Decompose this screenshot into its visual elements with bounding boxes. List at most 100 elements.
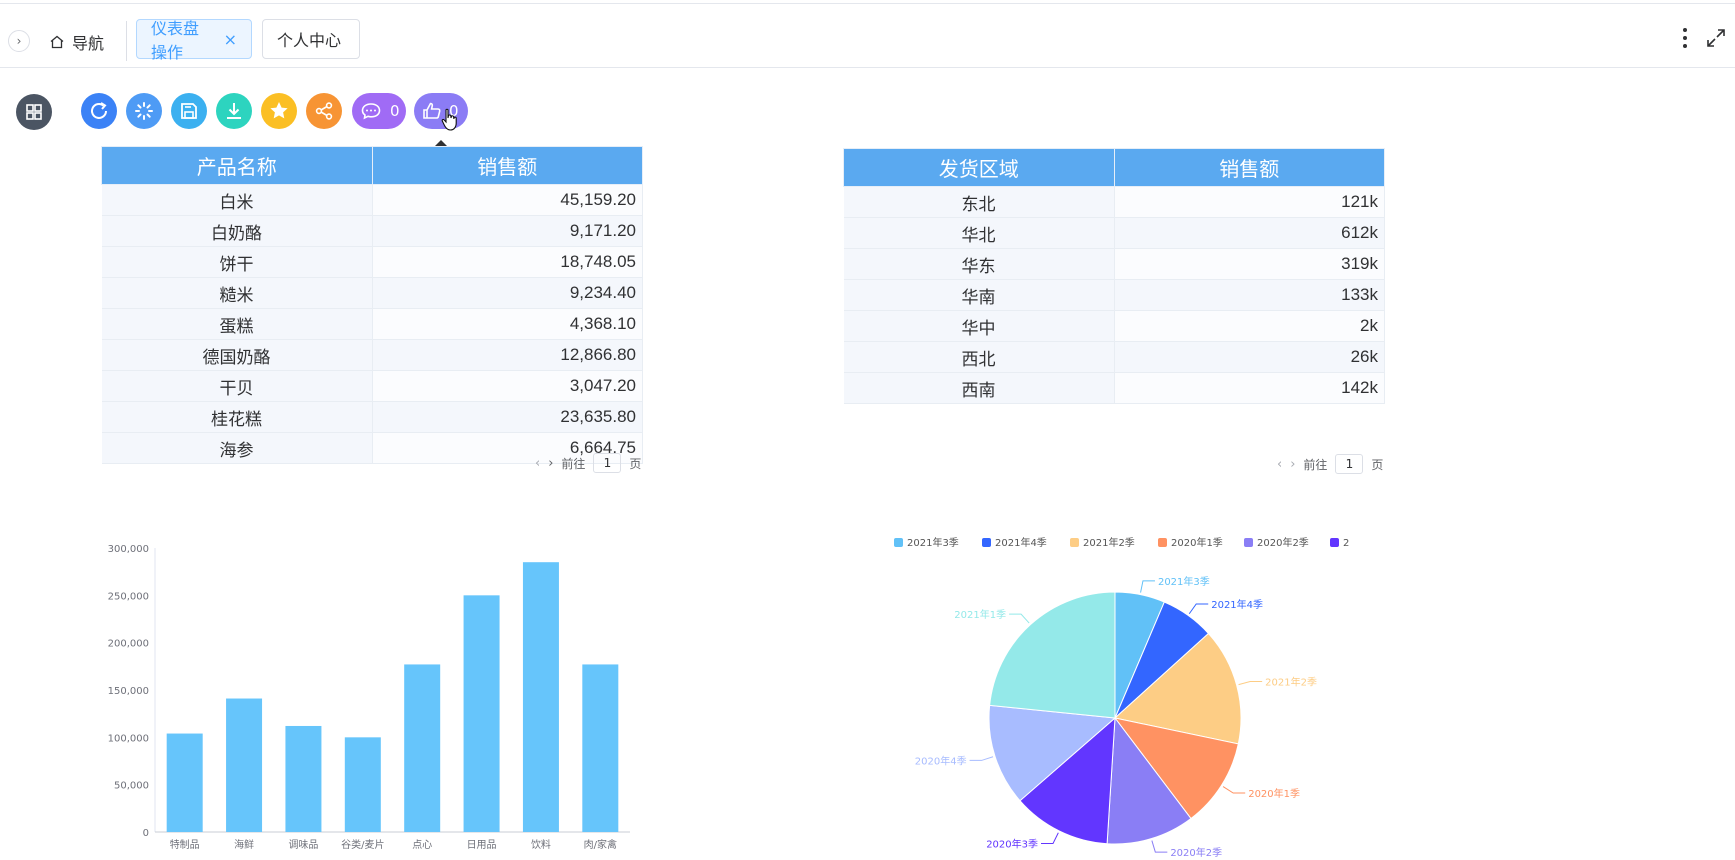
table-cell-value: 26k (1114, 341, 1385, 373)
loading-icon (126, 93, 162, 129)
table-header-region[interactable]: 发货区域 (843, 148, 1115, 187)
page-suffix: 页 (629, 456, 642, 471)
pie-slice (1113, 717, 1239, 820)
pie-label-line (969, 756, 994, 761)
tab-divider (126, 21, 127, 61)
bar (582, 664, 619, 832)
quarter-sales-pie-chart: 2021年3季2021年4季2021年2季2020年1季2020年2季201/2… (894, 536, 1350, 859)
close-icon[interactable]: × (223, 29, 237, 49)
download-button[interactable] (216, 93, 252, 129)
comment-icon (361, 103, 381, 120)
x-tick-label: 特制品 (170, 838, 200, 851)
region-table-pager: ‹ › 前往 1 页 (1277, 454, 1383, 474)
table-cell-value: 18,748.05 (372, 246, 643, 278)
tab-personal-center[interactable]: 个人中心 (262, 19, 360, 59)
table-row[interactable]: 海参 6,664.75 (101, 432, 643, 464)
fullscreen-icon[interactable] (1706, 28, 1726, 48)
like-count: 0 (449, 102, 459, 120)
top-border (0, 3, 1735, 4)
table-row[interactable]: 华中 2k (843, 310, 1385, 342)
x-tick-label: 谷类/麦片 (341, 838, 384, 851)
legend-swatch (894, 538, 903, 547)
legend-entry: 2021年3季 (907, 536, 959, 549)
goto-label: 前往 (561, 456, 586, 471)
comment-button[interactable]: 0 (352, 93, 406, 129)
x-tick-label: 饮料 (531, 838, 551, 851)
table-cell-name: 蛋糕 (101, 308, 373, 340)
pie-label-line (1140, 580, 1155, 593)
table-cell-value: 121k (1114, 186, 1385, 218)
table-cell-name: 白奶酪 (101, 215, 373, 247)
table-row[interactable]: 糙米 9,234.40 (101, 277, 643, 309)
tab-personal-center-label: 个人中心 (277, 31, 342, 50)
save-button[interactable] (171, 93, 207, 129)
table-row[interactable]: 东北 121k (843, 186, 1385, 218)
page-number-input[interactable]: 1 (593, 453, 622, 473)
product-sales-table: 产品名称 销售额 白米 45,159.20 白奶酪 9,171.20 饼干 18,748.… (101, 146, 643, 464)
tab-dashboard-ops[interactable]: 仪表盘操作 × (136, 19, 252, 62)
table-row[interactable]: 西南 142k (843, 372, 1385, 404)
x-tick-label: 点心 (412, 839, 432, 851)
prev-page-icon[interactable]: ‹ (1277, 456, 1283, 472)
product-table-pager: ‹ › 前往 1 页 (535, 453, 641, 473)
table-row[interactable]: 白米 45,159.20 (101, 184, 643, 216)
table-cell-name: 华中 (843, 310, 1115, 342)
table-row[interactable]: 华北 612k (843, 217, 1385, 249)
page-suffix: 页 (1371, 457, 1384, 472)
pie-label-line (1009, 613, 1030, 624)
table-cell-name: 糙米 (101, 277, 373, 309)
pie-label: 2020年3季 (986, 838, 1038, 851)
table-cell-value: 6,664.75 (372, 432, 643, 464)
table-row[interactable]: 蛋糕 4,368.10 (101, 308, 643, 340)
loading-button[interactable] (126, 93, 162, 129)
table-cell-name: 桂花糕 (101, 401, 373, 433)
table-cell-name: 华北 (843, 217, 1115, 249)
refresh-button[interactable] (81, 93, 117, 129)
table-cell-name: 白米 (101, 184, 373, 216)
y-tick-label: 250,000 (108, 591, 149, 602)
table-cell-name: 华南 (843, 279, 1115, 311)
table-row[interactable]: 干贝 3,047.20 (101, 370, 643, 402)
next-page-icon[interactable]: › (1290, 456, 1296, 472)
y-tick-label: 150,000 (108, 686, 149, 697)
y-tick-label: 200,000 (108, 639, 149, 650)
bar (404, 664, 441, 832)
like-button[interactable]: 0 (414, 93, 468, 129)
table-row[interactable]: 华南 133k (843, 279, 1385, 311)
table-cell-value: 9,171.20 (372, 215, 643, 247)
legend-swatch (1330, 538, 1339, 547)
legend-entry: 2021年2季 (1083, 536, 1135, 549)
favorite-button[interactable] (261, 93, 297, 129)
table-cell-value: 612k (1114, 217, 1385, 249)
table-cell-value: 45,159.20 (372, 184, 643, 216)
prev-page-icon[interactable]: ‹ (535, 455, 541, 471)
share-icon (306, 93, 342, 129)
table-header-product[interactable]: 产品名称 (101, 146, 373, 185)
tab-dashboard-ops-label: 仪表盘操作 (151, 19, 200, 62)
table-row[interactable]: 德国奶酪 12,866.80 (101, 339, 643, 371)
pie-label: 2021年3季 (1158, 575, 1210, 588)
table-row[interactable]: 白奶酪 9,171.20 (101, 215, 643, 247)
next-page-icon[interactable]: › (548, 455, 554, 471)
page-number-input[interactable]: 1 (1335, 454, 1364, 474)
y-tick-label: 100,000 (108, 733, 149, 744)
pie-label-line (1041, 832, 1059, 845)
table-header-sales[interactable]: 销售额 (1113, 148, 1385, 187)
table-row[interactable]: 桂花糕 23,635.80 (101, 401, 643, 433)
tab-bar: › 导航 仪表盘操作 × 个人中心 (0, 4, 1735, 68)
expand-sidebar-button[interactable]: › (8, 30, 30, 52)
bar (522, 562, 559, 832)
table-row[interactable]: 西北 26k (843, 341, 1385, 373)
table-cell-name: 海参 (101, 432, 373, 464)
table-cell-value: 23,635.80 (372, 401, 643, 433)
share-button[interactable] (306, 93, 342, 129)
nav-home-link[interactable]: 导航 (50, 28, 104, 56)
table-header-sales[interactable]: 销售额 (371, 146, 643, 185)
pie-label: 2020年2季 (1170, 846, 1222, 859)
more-vertical-icon[interactable] (1681, 26, 1689, 50)
bar (463, 595, 500, 832)
table-row[interactable]: 饼干 18,748.05 (101, 246, 643, 278)
category-sales-bar-chart: 0 50,000 100,000 150,000 200,000 250,000 300,0… (108, 544, 630, 851)
table-row[interactable]: 华东 319k (843, 248, 1385, 280)
layout-grid-button[interactable] (16, 94, 52, 130)
